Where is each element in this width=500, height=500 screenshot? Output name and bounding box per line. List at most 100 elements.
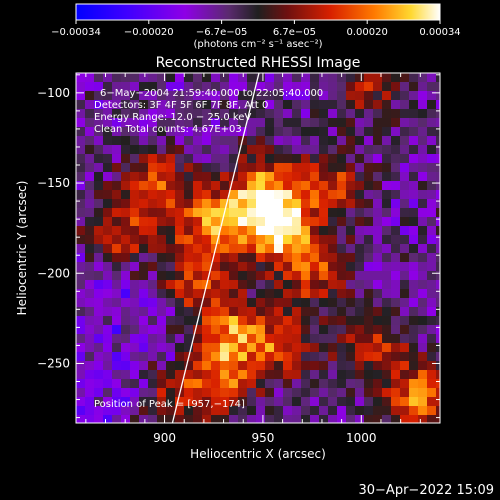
heatmap-cell	[130, 91, 140, 101]
heatmap-cell	[346, 379, 356, 389]
heatmap-cell	[319, 181, 329, 191]
heatmap-cell	[427, 217, 437, 227]
heatmap-cell	[337, 280, 347, 290]
heatmap-cell	[211, 136, 221, 146]
heatmap-cell	[175, 370, 185, 380]
heatmap-cell	[238, 370, 248, 380]
heatmap-cell	[409, 100, 419, 110]
heatmap-cell	[328, 136, 338, 146]
heatmap-cell	[292, 190, 302, 200]
heatmap-cell	[76, 415, 86, 423]
heatmap-cell	[346, 199, 356, 209]
heatmap-cell	[418, 109, 428, 119]
heatmap-cell	[184, 406, 194, 416]
heatmap-cell	[319, 415, 329, 423]
heatmap-cell	[211, 298, 221, 308]
heatmap-cell	[418, 352, 428, 362]
heatmap-cell	[319, 235, 329, 245]
heatmap-cell	[157, 253, 167, 263]
heatmap-cell	[256, 298, 266, 308]
heatmap-cell	[211, 82, 221, 92]
heatmap-cell	[130, 235, 140, 245]
heatmap-cell	[346, 226, 356, 236]
heatmap-cell	[148, 388, 158, 398]
heatmap-cell	[202, 343, 212, 353]
heatmap-cell	[382, 388, 392, 398]
heatmap-cell	[400, 370, 410, 380]
heatmap-cell	[301, 235, 311, 245]
heatmap-cell	[247, 379, 257, 389]
heatmap-cell	[139, 361, 149, 371]
colorbar: −0.00034 −0.00020 −6.7e−05 6.7e−05 0.00020 0.…	[51, 3, 461, 50]
heatmap-cell	[373, 181, 383, 191]
heatmap-cell	[193, 118, 203, 128]
heatmap-cell	[103, 298, 113, 308]
heatmap-cell	[103, 325, 113, 335]
heatmap-cell	[202, 262, 212, 272]
heatmap-cell	[409, 307, 419, 317]
heatmap-cell	[202, 388, 212, 398]
heatmap-cells	[76, 73, 440, 423]
heatmap-cell	[373, 316, 383, 326]
heatmap-cell	[211, 307, 221, 317]
heatmap-cell	[382, 226, 392, 236]
heatmap-cell	[130, 280, 140, 290]
heatmap-cell	[256, 325, 266, 335]
heatmap-cell	[409, 127, 419, 137]
colorbar-tick-label: 0.00034	[419, 27, 460, 38]
heatmap-cell	[103, 199, 113, 209]
heatmap-cell	[382, 190, 392, 200]
heatmap-cell	[436, 253, 440, 263]
heatmap-cell	[166, 298, 176, 308]
heatmap-cell	[391, 91, 401, 101]
heatmap-cell	[85, 235, 95, 245]
heatmap-cell	[229, 100, 239, 110]
heatmap-cell	[220, 199, 230, 209]
heatmap-cell	[319, 217, 329, 227]
colorbar-tick-label: 6.7e−05	[273, 27, 316, 38]
heatmap-cell	[112, 253, 122, 263]
heatmap-cell	[301, 316, 311, 326]
heatmap-cell	[193, 325, 203, 335]
heatmap-cell	[310, 307, 320, 317]
heatmap-cell	[247, 82, 257, 92]
heatmap-cell	[184, 307, 194, 317]
heatmap-cell	[391, 145, 401, 155]
heatmap-cell	[103, 91, 113, 101]
heatmap-cell	[229, 316, 239, 326]
heatmap-cell	[400, 307, 410, 317]
heatmap-cell	[76, 307, 86, 317]
heatmap-cell	[220, 154, 230, 164]
heatmap-cell	[94, 397, 104, 407]
heatmap-cell	[166, 127, 176, 137]
heatmap-cell	[148, 136, 158, 146]
heatmap-cell	[265, 307, 275, 317]
heatmap-cell	[436, 244, 440, 254]
heatmap-cell	[427, 109, 437, 119]
heatmap-cell	[247, 127, 257, 137]
heatmap-cell	[256, 226, 266, 236]
heatmap-cell	[103, 316, 113, 326]
heatmap-cell	[436, 109, 440, 119]
heatmap-cell	[337, 325, 347, 335]
heatmap-cell	[391, 154, 401, 164]
heatmap-cell	[247, 154, 257, 164]
heatmap-cell	[130, 262, 140, 272]
heatmap-cell	[292, 208, 302, 218]
heatmap-cell	[229, 361, 239, 371]
heatmap-cell	[130, 298, 140, 308]
heatmap-cell	[238, 154, 248, 164]
heatmap-cell	[121, 271, 131, 281]
heatmap-cell	[148, 109, 158, 119]
heatmap-cell	[166, 289, 176, 299]
heatmap-cell	[193, 163, 203, 173]
heatmap-cell	[283, 91, 293, 101]
heatmap-cell	[85, 325, 95, 335]
heatmap-cell	[121, 370, 131, 380]
heatmap-cell	[238, 352, 248, 362]
heatmap-cell	[85, 190, 95, 200]
heatmap-cell	[238, 82, 248, 92]
heatmap-cell	[211, 397, 221, 407]
heatmap-cell	[283, 379, 293, 389]
